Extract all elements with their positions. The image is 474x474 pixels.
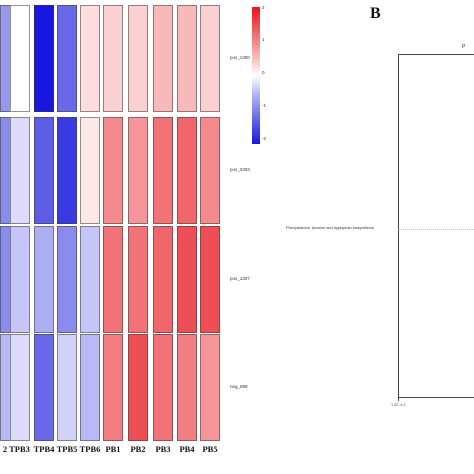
heatmap-cell <box>177 226 197 333</box>
heatmap-cell <box>80 5 100 112</box>
heatmap-cell <box>57 334 77 441</box>
heatmap-cell <box>200 117 220 224</box>
row-label: pos_1307 <box>230 275 250 281</box>
row-label: pos_1300 <box>230 54 250 60</box>
color-legend-bar <box>252 7 260 144</box>
heatmap-cell <box>103 117 123 224</box>
panel-b-dotted-line <box>398 229 474 230</box>
heatmap-cell <box>9 226 30 333</box>
heatmap-cell <box>34 334 54 441</box>
heatmap-cell <box>177 5 197 112</box>
heatmap-cell <box>57 117 77 224</box>
heatmap-cell <box>128 5 148 112</box>
heatmap-cell <box>9 334 30 441</box>
legend-tick: 0 <box>262 70 265 75</box>
heatmap-cell <box>103 334 123 441</box>
heatmap-cell <box>34 5 54 112</box>
column-label: PB2 <box>130 444 146 454</box>
heatmap-cell <box>153 334 173 441</box>
legend-tick: 2 <box>262 5 265 10</box>
column-label: PB1 <box>105 444 121 454</box>
panel-b-top-label: P <box>462 44 466 50</box>
row-label: neg_899 <box>230 383 248 389</box>
heatmap-cell <box>153 117 173 224</box>
panel-b-axis-label: 1.0E-4.0 <box>391 403 406 407</box>
column-label: TPB5 <box>56 444 78 454</box>
column-label: PB5 <box>202 444 218 454</box>
panel-b-letter: B <box>370 5 381 22</box>
heatmap-cell <box>57 5 77 112</box>
column-label: PB4 <box>179 444 195 454</box>
legend-tick: -1 <box>262 103 267 108</box>
heatmap-cell <box>9 117 30 224</box>
column-label: TPB3 <box>9 444 30 454</box>
heatmap-cell <box>128 334 148 441</box>
heatmap-cell <box>177 117 197 224</box>
legend-tick: -2 <box>262 136 267 141</box>
heatmap-cell <box>9 5 30 112</box>
column-label: PB3 <box>155 444 171 454</box>
heatmap-cell <box>80 226 100 333</box>
column-label: TPB6 <box>79 444 101 454</box>
legend-tick: 1 <box>262 37 265 42</box>
column-label: 2 <box>2 444 8 454</box>
heatmap-grid <box>0 0 224 441</box>
heatmap-cell <box>153 5 173 112</box>
heatmap-cell <box>80 117 100 224</box>
heatmap-cell <box>34 117 54 224</box>
heatmap-cell <box>200 334 220 441</box>
heatmap-cell <box>80 334 100 441</box>
heatmap-cell <box>200 5 220 112</box>
row-label: pos_2303 <box>230 166 250 172</box>
column-label: TPB4 <box>33 444 55 454</box>
panel-b-plot-frame <box>398 54 474 398</box>
heatmap-cell <box>153 226 173 333</box>
heatmap-cell <box>128 117 148 224</box>
panel-b-axis-tick <box>398 398 399 401</box>
heatmap-cell <box>200 226 220 333</box>
panel-b-pathway-label: Phenylalanine, tyrosine and tryptophan b… <box>286 226 374 230</box>
heatmap-cell <box>128 226 148 333</box>
heatmap-cell <box>177 334 197 441</box>
heatmap-cell <box>103 226 123 333</box>
heatmap-cell <box>103 5 123 112</box>
heatmap-cell <box>57 226 77 333</box>
heatmap-cell <box>34 226 54 333</box>
